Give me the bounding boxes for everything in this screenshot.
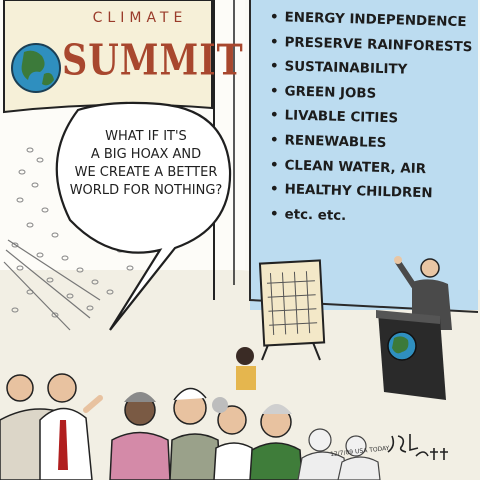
screen-list-item: etc. etc. — [270, 203, 476, 233]
audience-background — [11, 147, 154, 318]
seating-rows — [3, 239, 101, 331]
banner-subtitle: CLIMATE — [92, 10, 188, 26]
signature — [387, 434, 448, 460]
speech-line: WHAT IF IT'S — [105, 129, 187, 144]
banner-title: SUMMIT — [62, 36, 244, 86]
speech-line: WE CREATE A BETTER — [74, 165, 218, 180]
speech-line: A BIG HOAX AND — [90, 147, 202, 162]
easel-chart — [258, 259, 326, 361]
child-figure — [236, 347, 256, 390]
speech-line: WORLD FOR NOTHING? — [69, 183, 223, 198]
speech-bubble — [55, 101, 232, 331]
audience-foreground — [0, 373, 381, 480]
speech-bubble-text: WHAT IF IT'S A BIG HOAX AND WE CREATE A … — [66, 128, 226, 200]
podium-globe-icon — [387, 331, 417, 361]
screen-list: ENERGY INDEPENDENCE PRESERVE RAINFORESTS… — [270, 6, 475, 227]
globe-icon — [11, 43, 61, 93]
